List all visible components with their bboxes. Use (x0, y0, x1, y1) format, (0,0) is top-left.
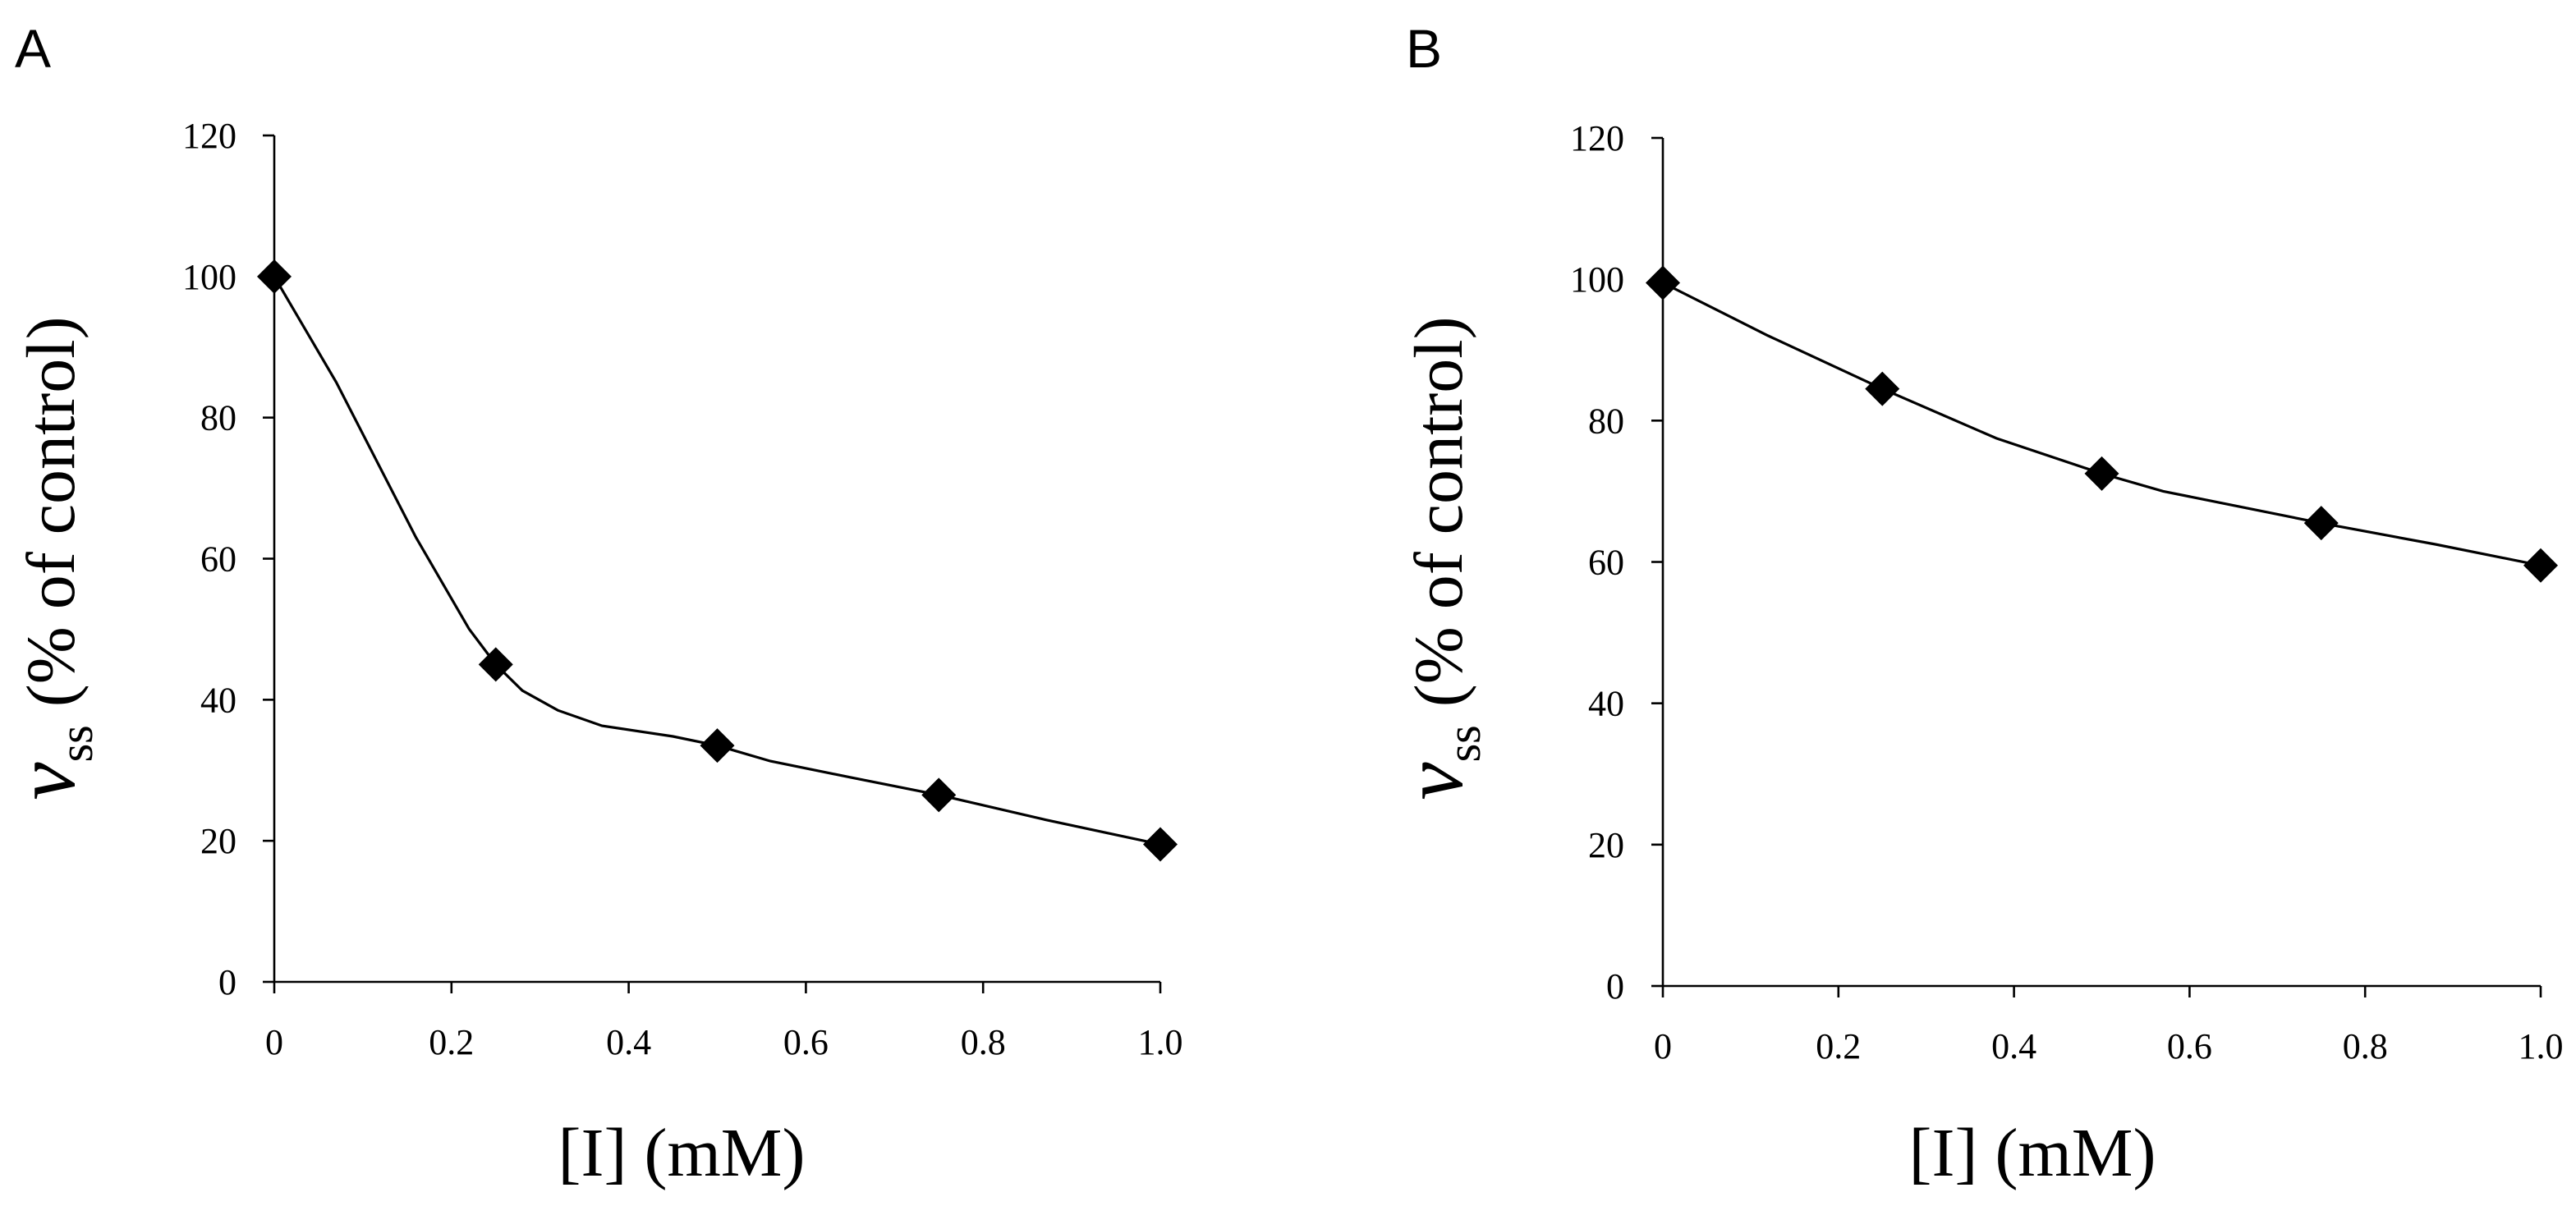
panel-a-y-tick-label: 60 (200, 539, 236, 580)
panel-b-x-tick-label: 0.6 (2167, 1026, 2212, 1066)
panel-a-label: A (15, 18, 51, 79)
panel-b-x-tick-label: 0.4 (1991, 1026, 2036, 1066)
panel-a-series-line (273, 275, 1161, 846)
panel-b-x-tick-label: 1.0 (2519, 1026, 2564, 1066)
panel-b-data-point (2523, 548, 2558, 583)
panel-a-y-axis-title: vss (% of control) (0, 316, 103, 800)
panel-b-y-axis-var: v (1386, 762, 1481, 800)
panel-b-x-tick-label: 0.2 (1816, 1026, 1861, 1066)
panel-a-y-tick-label: 80 (200, 398, 236, 438)
panel-a: A 0 20 40 60 80 100 120 0 0.2 0.4 0.6 0.8 1.0 [I] (mM… (0, 18, 1183, 1191)
panel-a-y-axis-rest: (% of control) (13, 316, 90, 707)
panel-a-y-tick-label: 20 (200, 821, 236, 861)
panel-b-y-axis-sub: ss (1437, 725, 1490, 762)
panel-b-y-axis-title: vss (% of control) (1386, 316, 1490, 800)
panel-a-y-tick-label: 40 (200, 680, 236, 720)
panel-b-y-tick-label: 120 (1570, 118, 1624, 158)
panel-b-y-axis-rest: (% of control) (1401, 316, 1477, 707)
panel-a-x-tick-label: 0.8 (961, 1022, 1006, 1062)
panel-a-data-point (1143, 827, 1178, 862)
panel-b-label: B (1406, 18, 1442, 79)
panel-a-x-tick-label: 0.6 (783, 1022, 829, 1062)
panel-a-data-point (700, 728, 735, 763)
panel-a-y-axis-var: v (0, 762, 93, 800)
panel-b-series-line (1662, 282, 2542, 567)
panel-b-data-point (1865, 371, 1900, 406)
panel-b-x-axis-title: [I] (mM) (1909, 1115, 2156, 1191)
panel-b-y-tick-label: 80 (1588, 401, 1624, 441)
panel-b: B 0 20 40 60 80 100 120 0 0.2 0.4 0.6 0.8 1.0 [I] (mM… (1386, 18, 2564, 1191)
panel-b-y-tick-label: 0 (1606, 966, 1624, 1007)
panel-b-y-tick-label: 60 (1588, 543, 1624, 583)
panel-a-x-tick-label: 1.0 (1138, 1022, 1183, 1062)
panel-a-x-tick-label: 0.2 (429, 1022, 474, 1062)
panel-a-x-axis-title: [I] (mM) (558, 1115, 806, 1191)
panel-b-y-tick-label: 40 (1588, 684, 1624, 724)
panel-a-y-tick-label: 100 (182, 257, 236, 297)
panel-b-x-tick-label: 0.8 (2343, 1026, 2388, 1066)
panel-a-data-point (257, 259, 292, 294)
panel-a-y-tick-label: 120 (182, 116, 236, 156)
panel-b-data-point (1646, 265, 1680, 300)
panel-a-data-point (921, 777, 957, 813)
panel-b-data-point (2303, 506, 2339, 541)
panel-b-y-tick-label: 100 (1570, 259, 1624, 300)
panel-a-x-tick-label: 0 (265, 1022, 283, 1062)
panel-b-data-point (2084, 456, 2119, 491)
panel-a-data-point (478, 647, 513, 682)
panel-a-y-axis-sub: ss (49, 725, 103, 762)
panel-a-x-tick-label: 0.4 (606, 1022, 651, 1062)
panel-a-y-tick-label: 0 (218, 962, 236, 1002)
panel-b-x-tick-label: 0 (1654, 1026, 1672, 1066)
panel-b-y-tick-label: 20 (1588, 825, 1624, 865)
